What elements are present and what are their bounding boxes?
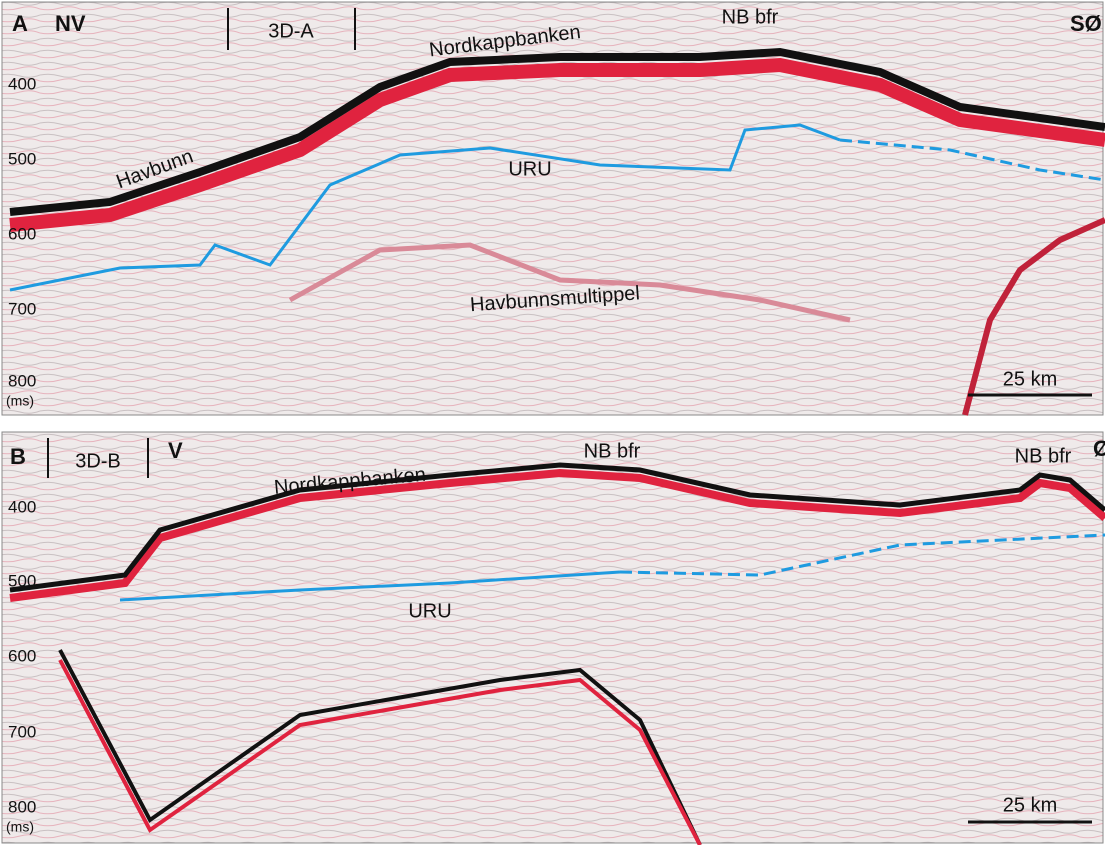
direction-label: Ø: [1093, 436, 1105, 461]
figure: ANVSØ3D-ANordkappbankenNB bfrHavbunnURUH…: [0, 0, 1105, 845]
panel-label: A: [12, 11, 28, 36]
annotation: NB bfr: [1015, 445, 1072, 467]
y-axis-label: 800: [8, 371, 36, 390]
direction-label: V: [168, 438, 183, 463]
annotation: NB bfr: [584, 440, 641, 462]
scale-label: 25 km: [1003, 794, 1057, 816]
y-axis-label: 500: [8, 149, 36, 168]
page: {"panels": [ {"label": "A", "left_label"…: [0, 0, 1105, 845]
y-axis-label: 600: [8, 646, 36, 665]
annotation: URU: [508, 158, 551, 180]
survey-label: 3D-B: [75, 450, 121, 472]
y-axis-label: 700: [8, 299, 36, 318]
direction-label: SØ: [1070, 11, 1102, 36]
annotation: URU: [408, 600, 451, 622]
y-axis-unit: (ms): [6, 819, 34, 835]
survey-label: 3D-A: [268, 20, 314, 42]
y-axis-label: 500: [8, 571, 36, 590]
direction-label: NV: [55, 11, 86, 36]
y-axis-unit: (ms): [6, 393, 34, 409]
annotation: NB bfr: [722, 6, 779, 28]
y-axis-label: 400: [8, 497, 36, 516]
y-axis-label: 800: [8, 797, 36, 816]
panel-b-frame: [2, 432, 1103, 843]
scale-label: 25 km: [1003, 368, 1057, 390]
y-axis-label: 600: [8, 224, 36, 243]
y-axis-label: 700: [8, 722, 36, 741]
panel-label: B: [10, 444, 26, 469]
y-axis-label: 400: [8, 74, 36, 93]
